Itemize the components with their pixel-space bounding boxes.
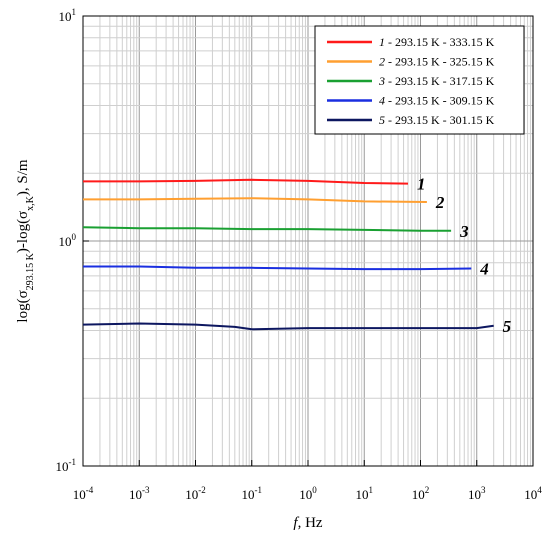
y-tick-label: 101	[59, 7, 77, 24]
series-line-3	[82, 226, 452, 232]
x-tick-label: 100	[299, 485, 317, 502]
curve-label-5: 5	[503, 317, 512, 336]
x-tick-label: 10-4	[73, 485, 94, 502]
axis-ticks: 10-4 10-3 10-2 10-1 100 101 102 103 104 10-1 100 10…	[56, 7, 543, 502]
y-tick-label: 100	[59, 232, 77, 249]
series-line-2	[83, 197, 427, 203]
series-line-5	[82, 322, 494, 331]
legend-entry-2: 2 - 293.15 K - 325.15 K	[379, 55, 495, 69]
series-lines	[82, 178, 494, 331]
y-axis-title: log(σ293.15 K)-log(σx,K), S/m	[15, 159, 36, 322]
x-tick-label: 101	[356, 485, 374, 502]
x-tick-label: 104	[524, 485, 542, 502]
curve-label-3: 3	[459, 222, 469, 241]
curve-label-2: 2	[435, 193, 445, 212]
x-tick-label: 103	[468, 485, 486, 502]
x-axis-title: f, Hz	[293, 515, 323, 531]
x-tick-label: 102	[412, 485, 430, 502]
x-tick-label: 10-2	[185, 485, 206, 502]
x-tick-label: 10-3	[129, 485, 150, 502]
legend: 1 - 293.15 K - 333.15 K 2 - 293.15 K - 32…	[314, 25, 525, 135]
x-tick-label: 10-1	[242, 485, 263, 502]
legend-entry-3: 3 - 293.15 K - 317.15 K	[378, 74, 495, 88]
curve-label-4: 4	[479, 259, 489, 278]
y-tick-label: 10-1	[56, 457, 77, 474]
curve-label-1: 1	[417, 175, 426, 194]
series-line-1	[83, 178, 409, 185]
legend-entry-1: 1 - 293.15 K - 333.15 K	[379, 35, 495, 49]
legend-entry-5: 5 - 293.15 K - 301.15 K	[379, 113, 495, 127]
series-line-4	[83, 265, 472, 271]
legend-entry-4: 4 - 293.15 K - 309.15 K	[379, 94, 495, 108]
